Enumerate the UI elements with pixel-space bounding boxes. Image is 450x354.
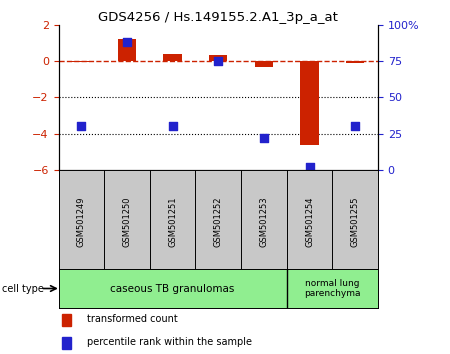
Point: [215, 58, 222, 64]
Point: [260, 135, 267, 141]
Point: [351, 124, 359, 129]
Text: transformed count: transformed count: [87, 314, 178, 325]
Bar: [301, 61, 319, 144]
Point: [306, 164, 313, 170]
Text: GSM501253: GSM501253: [259, 196, 268, 247]
Text: GSM501251: GSM501251: [168, 196, 177, 247]
Point: [123, 39, 130, 45]
Text: GSM501252: GSM501252: [214, 196, 223, 247]
Bar: [209, 55, 227, 61]
Title: GDS4256 / Hs.149155.2.A1_3p_a_at: GDS4256 / Hs.149155.2.A1_3p_a_at: [98, 11, 338, 24]
Bar: [62, 337, 71, 349]
Text: caseous TB granulomas: caseous TB granulomas: [110, 284, 235, 293]
Text: GSM501254: GSM501254: [305, 196, 314, 247]
Text: GSM501255: GSM501255: [351, 196, 360, 247]
Bar: [255, 61, 273, 67]
Bar: [163, 54, 182, 61]
Bar: [72, 61, 90, 62]
Text: GSM501249: GSM501249: [77, 196, 86, 247]
Text: GSM501250: GSM501250: [122, 196, 131, 247]
Point: [169, 124, 176, 129]
Text: normal lung
parenchyma: normal lung parenchyma: [304, 279, 360, 298]
Bar: [62, 314, 71, 326]
Text: cell type: cell type: [2, 284, 44, 293]
Text: percentile rank within the sample: percentile rank within the sample: [87, 337, 252, 348]
Bar: [118, 39, 136, 61]
Bar: [346, 61, 364, 63]
Point: [78, 124, 85, 129]
